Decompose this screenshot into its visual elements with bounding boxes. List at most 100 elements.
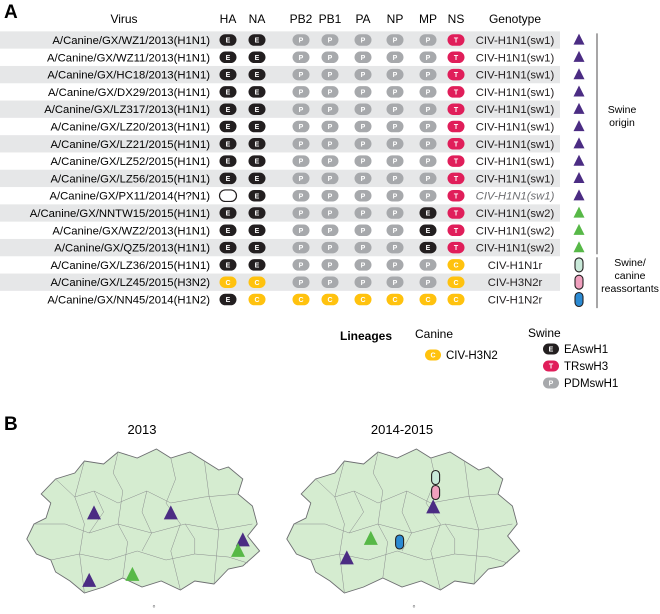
segment-np-letter: P — [393, 193, 398, 200]
segment-ha — [219, 241, 237, 254]
segment-mp-letter: E — [426, 245, 431, 252]
segment-ha-letter: E — [226, 72, 231, 79]
map-marker-green — [231, 542, 245, 557]
segment-np — [386, 293, 404, 306]
segment-pb2-letter: P — [299, 228, 304, 235]
genotype-marker-purple — [573, 154, 585, 166]
segment-pb1 — [321, 138, 339, 150]
segment-pb1-letter: P — [328, 193, 333, 200]
segment-na-letter: E — [255, 228, 260, 235]
segment-np — [386, 86, 404, 98]
column-header-pb2: PB2 — [290, 12, 313, 26]
genotype-label: CIV-H1N1(sw1) — [476, 35, 555, 47]
segment-ha-letter: E — [226, 55, 231, 62]
virus-name: A/Canine/GX/LZ36/2015(H1N1) — [51, 260, 211, 272]
segment-pb1-letter: P — [328, 159, 333, 166]
segment-pb1-letter: P — [328, 55, 333, 62]
segment-np-letter: P — [393, 107, 398, 114]
segment-np — [386, 34, 404, 46]
segment-ha — [219, 138, 237, 150]
segment-na-letter: E — [255, 38, 260, 45]
segment-ns-letter: T — [454, 90, 459, 97]
segment-np-letter: P — [393, 280, 398, 287]
segment-ha-letter: C — [225, 280, 230, 287]
segment-mp — [419, 293, 437, 306]
row-shading — [0, 31, 560, 49]
segment-ns-letter: T — [454, 72, 459, 79]
map-marker-purple — [426, 499, 441, 514]
segment-np-letter: P — [393, 211, 398, 218]
district-border — [401, 490, 412, 552]
column-header-ha: HA — [220, 12, 237, 26]
segment-ns-letter: T — [454, 38, 459, 45]
map-year-label: 2014-2015 — [371, 422, 433, 437]
district-border — [372, 451, 388, 579]
segment-ha — [219, 293, 237, 306]
segment-pb2 — [292, 293, 310, 306]
segment-pb1 — [321, 103, 339, 115]
column-header-na: NA — [249, 12, 266, 26]
segment-pb2-letter: P — [299, 211, 304, 218]
virus-name: A/Canine/GX/LZ317/2013(H1N1) — [44, 104, 210, 116]
segment-ha-letter: E — [226, 159, 231, 166]
swine-origin-label: Swine — [608, 104, 637, 116]
map-marker-green — [363, 530, 378, 545]
table-row: A/Canine/GX/LZ317/2013(H1N1) E E P P P P P T CIV-… — [0, 100, 585, 118]
table-row: A/Canine/GX/LZ52/2015(H1N1) E E P P P P P T CIV-H… — [51, 154, 585, 168]
segment-na — [248, 103, 266, 115]
segment-ns-letter: T — [454, 176, 459, 183]
segment-pa — [354, 51, 372, 64]
legend-label-swine: TRswH3 — [564, 361, 608, 373]
table-row: A/Canine/GX/WZ1/2013(H1N1) E E P P P P P T CIV-H1… — [0, 31, 585, 49]
segment-ns — [447, 34, 465, 46]
segment-ns-letter: C — [453, 297, 458, 304]
segment-pa-letter: P — [361, 55, 366, 62]
segment-pb1-letter: P — [328, 141, 333, 148]
column-header-virus: Virus — [110, 12, 137, 26]
segment-pb2 — [292, 51, 310, 64]
segment-ha-letter: E — [226, 141, 231, 148]
segment-ha — [219, 34, 237, 46]
segment-pb2-letter: P — [299, 55, 304, 62]
segment-pa-letter: C — [360, 297, 365, 304]
segment-ns — [447, 155, 465, 167]
virus-name: A/Canine/GX/NN45/2014(H1N2) — [47, 295, 210, 307]
segment-pa-letter: P — [361, 90, 366, 97]
segment-pb2 — [292, 120, 310, 133]
segment-ns-letter: C — [453, 263, 458, 270]
segment-pa-letter: P — [361, 72, 366, 79]
segment-mp — [419, 34, 437, 46]
segment-na-letter: E — [255, 176, 260, 183]
map-2014-2015: 2014-2015 ° — [286, 422, 521, 613]
table-row: A/Canine/GX/WZ11/2013(H1N1) E E P P P P P T CIV-H… — [47, 50, 585, 64]
segment-ha — [219, 155, 237, 167]
segment-np-letter: C — [392, 297, 397, 304]
virus-name: A/Canine/GX/PX11/2014(H?N1) — [49, 191, 210, 203]
segment-pb1 — [321, 86, 339, 98]
segment-mp-letter: C — [425, 297, 430, 304]
segment-np — [386, 259, 404, 271]
genotype-label: CIV-H1N1(sw1) — [476, 173, 555, 185]
segment-na-letter: E — [255, 55, 260, 62]
virus-name: A/Canine/GX/LZ52/2015(H1N1) — [51, 156, 211, 168]
segment-np — [386, 172, 404, 185]
table-row: A/Canine/GX/LZ21/2015(H1N1) E E P P P P P T CIV-H… — [0, 135, 585, 153]
segment-mp-letter: P — [426, 124, 431, 131]
genotype-marker-green — [573, 241, 585, 253]
segment-pb1-letter: P — [328, 245, 333, 252]
segment-ns-letter: T — [454, 211, 459, 218]
panel-b-maps: B 2013 ° 2014-2015 ° — [4, 414, 521, 613]
genotype-marker-blue — [574, 291, 584, 308]
segment-pb2-letter: P — [299, 90, 304, 97]
district-border — [55, 478, 239, 504]
segment-ns-letter: T — [454, 141, 459, 148]
segment-ns-letter: C — [453, 280, 458, 287]
segment-pa — [354, 120, 372, 133]
segment-mp-letter: P — [426, 90, 431, 97]
segment-ha-letter: E — [226, 107, 231, 114]
row-shading — [0, 65, 560, 84]
segment-pb1-letter: P — [328, 90, 333, 97]
segment-mp-letter: P — [426, 159, 431, 166]
segment-pb1-letter: P — [328, 176, 333, 183]
segment-pa-letter: P — [361, 159, 366, 166]
